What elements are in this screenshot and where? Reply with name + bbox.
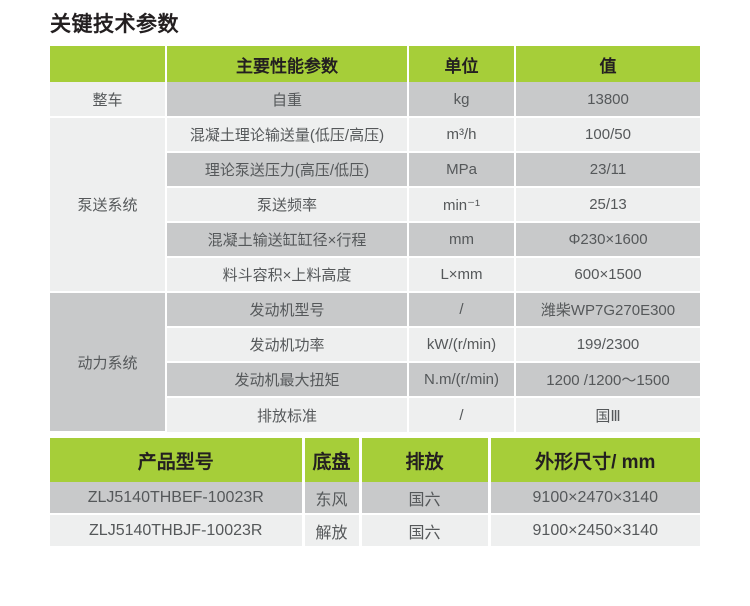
param-value: 25/13 xyxy=(515,187,700,223)
model-header-chassis: 底盘 xyxy=(303,438,362,482)
table-row: 料斗容积×上料高度 L×mm 600×1500 xyxy=(50,257,700,293)
param-name: 排放标准 xyxy=(166,397,409,432)
param-value: 23/11 xyxy=(515,152,700,188)
param-unit: kg xyxy=(408,82,516,118)
param-name: 混凝土输送缸缸径×行程 xyxy=(166,222,409,258)
param-value: 国Ⅲ xyxy=(515,397,700,432)
param-value: 100/50 xyxy=(515,117,700,153)
param-name: 自重 xyxy=(166,82,409,118)
param-unit: min⁻¹ xyxy=(408,187,516,223)
param-unit: m³/h xyxy=(408,117,516,153)
param-value: 潍柴WP7G270E300 xyxy=(515,292,700,328)
model-table-header-row: 产品型号 底盘 排放 外形尺寸/ mm xyxy=(50,438,700,482)
param-unit: / xyxy=(408,292,516,328)
main-header-blank xyxy=(50,46,167,82)
main-spec-table: 主要性能参数 单位 值 整车 自重 kg 13800 泵送系统 混凝土理论输送量… xyxy=(50,46,700,433)
table-row: 动力系统 发动机型号 / 潍柴WP7G270E300 xyxy=(50,292,700,433)
param-name: 发动机最大扭矩 xyxy=(166,362,409,398)
model-header-dimensions: 外形尺寸/ mm xyxy=(489,438,700,482)
model-chassis: 东风 xyxy=(303,482,362,515)
param-value: 13800 xyxy=(515,82,700,118)
param-value: Φ230×1600 xyxy=(515,222,700,258)
param-unit: kW/(r/min) xyxy=(408,327,516,363)
table-row: 泵送系统 混凝土理论输送量(低压/高压) m³/h 100/50 xyxy=(50,117,700,293)
model-dimensions: 9100×2450×3140 xyxy=(489,514,700,546)
param-name: 发动机功率 xyxy=(166,327,409,363)
table-row: 排放标准 / 国Ⅲ xyxy=(50,397,700,432)
model-emission: 国六 xyxy=(360,514,491,546)
model-dimensions: 9100×2470×3140 xyxy=(489,482,700,515)
table-row: ZLJ5140THBJF-10023R 解放 国六 9100×2450×3140 xyxy=(50,514,700,546)
param-name: 理论泵送压力(高压/低压) xyxy=(166,152,409,188)
model-code: ZLJ5140THBJF-10023R xyxy=(50,514,305,546)
main-header-parameter: 主要性能参数 xyxy=(166,46,409,82)
table-row: 理论泵送压力(高压/低压) MPa 23/11 xyxy=(50,152,700,188)
param-name: 泵送频率 xyxy=(166,187,409,223)
group-label-power: 动力系统 xyxy=(50,292,167,433)
param-unit: MPa xyxy=(408,152,516,188)
page-title: 关键技术参数 xyxy=(50,13,179,36)
model-header-emission: 排放 xyxy=(360,438,491,482)
model-code: ZLJ5140THBEF-10023R xyxy=(50,482,305,515)
table-row: 泵送频率 min⁻¹ 25/13 xyxy=(50,187,700,223)
param-name: 料斗容积×上料高度 xyxy=(166,257,409,293)
table-row: 发动机最大扭矩 N.m/(r/min) 1200 /1200～1500 xyxy=(50,362,700,398)
model-chassis: 解放 xyxy=(303,514,362,546)
param-unit: N.m/(r/min) xyxy=(408,362,516,398)
param-value: 199/2300 xyxy=(515,327,700,363)
main-header-value: 值 xyxy=(515,46,700,82)
model-header-product: 产品型号 xyxy=(50,438,305,482)
table-row: 整车 自重 kg 13800 xyxy=(50,82,700,118)
table-row: 混凝土输送缸缸径×行程 mm Φ230×1600 xyxy=(50,222,700,258)
main-header-unit: 单位 xyxy=(408,46,516,82)
group-label-vehicle: 整车 xyxy=(50,82,167,118)
main-table-header-row: 主要性能参数 单位 值 xyxy=(50,46,700,82)
param-value: 1200 /1200～1500 xyxy=(515,362,700,398)
table-row: ZLJ5140THBEF-10023R 东风 国六 9100×2470×3140 xyxy=(50,482,700,515)
param-unit: L×mm xyxy=(408,257,516,293)
table-row: 发动机功率 kW/(r/min) 199/2300 xyxy=(50,327,700,363)
group-label-pumping: 泵送系统 xyxy=(50,117,167,293)
param-unit: / xyxy=(408,397,516,432)
param-name: 混凝土理论输送量(低压/高压) xyxy=(166,117,409,153)
param-name: 发动机型号 xyxy=(166,292,409,328)
param-unit: mm xyxy=(408,222,516,258)
model-table: 产品型号 底盘 排放 外形尺寸/ mm ZLJ5140THBEF-10023R … xyxy=(50,438,700,546)
param-value: 600×1500 xyxy=(515,257,700,293)
model-emission: 国六 xyxy=(360,482,491,515)
